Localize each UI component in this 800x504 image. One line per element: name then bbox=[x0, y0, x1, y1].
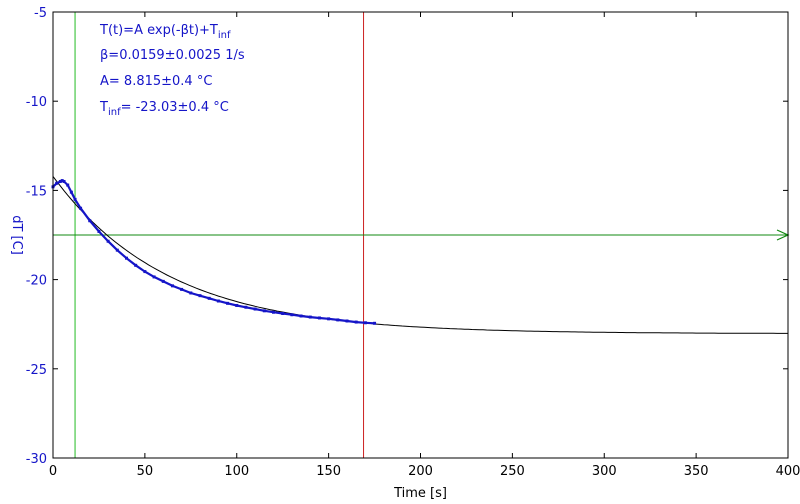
data-point bbox=[363, 321, 367, 325]
data-point bbox=[345, 319, 349, 323]
data-point bbox=[327, 317, 331, 321]
y-tick-label: -10 bbox=[26, 95, 47, 110]
data-point bbox=[115, 248, 119, 252]
x-tick-label: 50 bbox=[137, 464, 154, 479]
data-point bbox=[143, 270, 147, 274]
y-axis-label: dT [C] bbox=[9, 215, 24, 255]
data-layer bbox=[51, 179, 377, 325]
data-point bbox=[244, 305, 248, 309]
annotation-formula-main: T(t)=A exp(-βt)+T bbox=[99, 23, 218, 38]
data-point bbox=[180, 287, 184, 291]
data-point bbox=[290, 313, 294, 317]
x-tick-label: 400 bbox=[776, 464, 800, 479]
data-point bbox=[79, 206, 83, 210]
data-point bbox=[262, 309, 266, 313]
data-point bbox=[66, 183, 70, 187]
data-point bbox=[373, 321, 377, 325]
data-point bbox=[125, 256, 128, 260]
x-axis-label: Time [s] bbox=[393, 486, 447, 501]
data-point bbox=[73, 197, 77, 201]
data-point bbox=[198, 294, 202, 298]
data-point bbox=[253, 307, 257, 311]
fit-curve bbox=[52, 176, 788, 334]
data-point bbox=[60, 179, 64, 183]
annotation-tinf-rest: = -23.03±0.4 °C bbox=[121, 100, 229, 115]
x-tick-label: 300 bbox=[592, 464, 617, 479]
tick-layer: 0 50 100 150 200 250 300 350 400 -5 -10 -15 -20 -25 -3… bbox=[26, 6, 800, 479]
data-point bbox=[97, 229, 101, 233]
y-tick-label: -25 bbox=[26, 363, 47, 378]
data-line bbox=[52, 179, 375, 325]
y-tick-label: -20 bbox=[26, 274, 47, 289]
y-tick-label: -30 bbox=[26, 452, 47, 467]
annotation-formula: T(t)=A exp(-βt)+Tinf bbox=[99, 23, 231, 41]
data-point bbox=[62, 179, 66, 183]
annotation-tinf-prefix: T bbox=[99, 100, 108, 115]
data-point bbox=[161, 279, 165, 283]
annotation-beta: β=0.0159±0.0025 1/s bbox=[100, 48, 245, 63]
data-point bbox=[170, 284, 174, 288]
cursor-layer bbox=[53, 12, 790, 458]
data-point bbox=[207, 296, 211, 300]
x-tick-label: 350 bbox=[684, 464, 709, 479]
x-tick-label: 100 bbox=[224, 464, 249, 479]
data-point bbox=[134, 263, 138, 267]
fit-layer bbox=[52, 176, 788, 334]
data-point bbox=[152, 275, 156, 279]
data-point bbox=[106, 239, 110, 243]
x-tick-label: 250 bbox=[500, 464, 525, 479]
data-point bbox=[69, 190, 73, 194]
annotation-formula-sub: inf bbox=[218, 30, 231, 41]
y-tick-label: -15 bbox=[26, 184, 47, 199]
data-point bbox=[55, 181, 59, 185]
x-tick-label: 200 bbox=[408, 464, 433, 479]
data-point bbox=[354, 320, 358, 324]
data-point bbox=[235, 303, 239, 307]
data-point bbox=[299, 314, 303, 318]
data-point bbox=[216, 299, 220, 303]
annotation-tinf-sub: inf bbox=[108, 107, 121, 118]
x-tick-label: 0 bbox=[49, 464, 57, 479]
data-point bbox=[317, 316, 321, 320]
annotation-amplitude: A= 8.815±0.4 °C bbox=[100, 74, 212, 89]
data-point bbox=[189, 291, 193, 295]
x-tick-label: 150 bbox=[316, 464, 341, 479]
data-point bbox=[308, 315, 312, 319]
data-point bbox=[58, 179, 62, 183]
data-point bbox=[272, 310, 275, 314]
annotation-t-inf: Tinf= -23.03±0.4 °C bbox=[99, 100, 229, 118]
data-point bbox=[336, 318, 340, 322]
data-point bbox=[88, 219, 92, 223]
data-point bbox=[281, 311, 285, 315]
data-point bbox=[226, 301, 230, 305]
y-tick-label: -5 bbox=[34, 6, 47, 21]
fit-annotation: T(t)=A exp(-βt)+Tinf β=0.0159±0.0025 1/s… bbox=[99, 23, 245, 118]
